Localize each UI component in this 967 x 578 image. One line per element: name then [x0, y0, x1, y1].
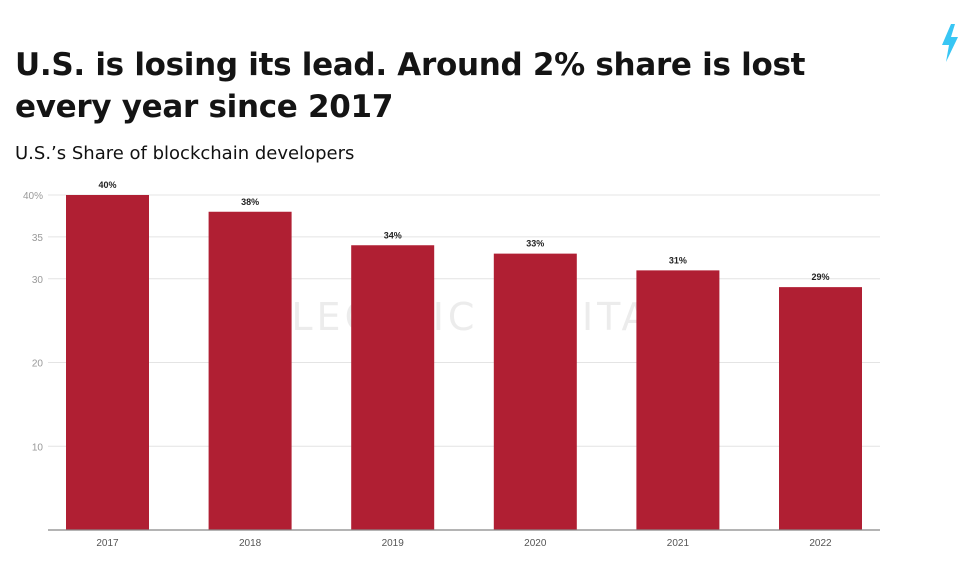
bar-2018	[208, 211, 292, 530]
lightning-bolt-icon	[942, 24, 958, 62]
data-label: 34%	[384, 230, 402, 240]
bar-2020	[493, 253, 577, 530]
bar-2019	[351, 245, 435, 530]
watermark-text: ELECTRIC CAPITAL	[263, 295, 676, 339]
y-tick-label: 20	[32, 359, 44, 370]
bar-2022	[779, 287, 862, 530]
x-tick-label: 2018	[239, 538, 262, 549]
chart-subtitle: U.S.’s Share of blockchain developers	[15, 143, 355, 164]
data-labels: 40% 38% 34% 33% 31% 29%	[98, 180, 829, 282]
x-axis: 2017 2018 2019 2020 2021 2022	[48, 529, 880, 549]
y-tick-label: 35	[32, 233, 44, 244]
data-label: 33%	[526, 239, 544, 249]
chart-title: U.S. is losing its lead. Around 2% share…	[15, 47, 806, 125]
bars	[66, 195, 862, 530]
y-tick-label: 40%	[23, 191, 43, 202]
y-tick-label: 10	[32, 442, 44, 453]
grid-lines	[48, 194, 880, 447]
bar-2017	[66, 195, 149, 530]
data-label: 31%	[669, 255, 687, 265]
data-label: 38%	[241, 197, 259, 207]
data-label: 29%	[811, 272, 829, 282]
x-tick-label: 2021	[667, 538, 690, 549]
x-tick-label: 2019	[382, 538, 405, 549]
x-tick-label: 2017	[96, 538, 119, 549]
data-label: 40%	[98, 180, 116, 190]
x-tick-label: 2022	[809, 538, 832, 549]
bar-2021	[636, 270, 720, 530]
y-axis: 10 20 30 35 40%	[23, 191, 43, 453]
y-tick-label: 30	[32, 275, 44, 286]
x-tick-label: 2020	[524, 538, 547, 549]
